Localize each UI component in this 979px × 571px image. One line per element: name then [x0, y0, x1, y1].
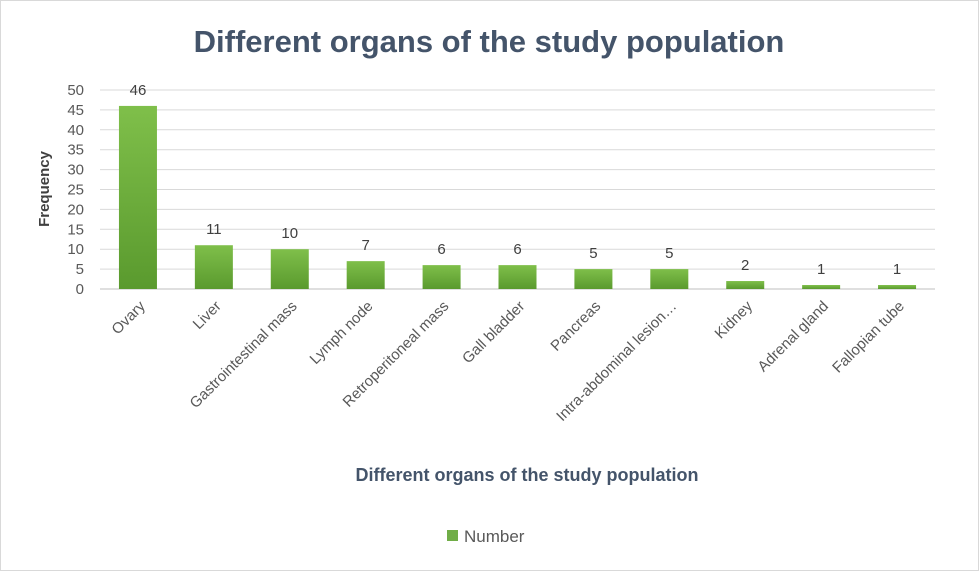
bar — [422, 265, 461, 289]
bar — [346, 261, 385, 289]
y-tick-label: 50 — [67, 82, 84, 99]
bar — [802, 285, 841, 289]
bar — [650, 269, 689, 289]
x-category-label: Adrenal gland — [754, 298, 831, 375]
y-tick-label: 40 — [67, 122, 84, 139]
chart-title: Different organs of the study population — [194, 24, 785, 59]
y-tick-label: 30 — [67, 162, 84, 179]
y-tick-label: 10 — [67, 241, 84, 258]
x-category-label: Fallopian tube — [829, 298, 908, 377]
y-tick-label: 20 — [67, 201, 84, 218]
x-axis-title: Different organs of the study population — [356, 465, 699, 485]
y-tick-label: 15 — [67, 221, 84, 238]
y-tick-label: 45 — [67, 102, 84, 119]
data-label: 5 — [665, 245, 673, 262]
x-category-label: Lymph node — [306, 298, 376, 368]
bar — [498, 265, 537, 289]
bar — [270, 249, 309, 289]
bar — [574, 269, 613, 289]
data-label: 10 — [281, 225, 298, 242]
x-category-label: Liver — [190, 298, 225, 333]
y-tick-label: 35 — [67, 142, 84, 159]
x-category-label: Gall bladder — [459, 298, 528, 367]
y-tick-label: 5 — [76, 261, 84, 278]
data-label: 11 — [206, 221, 222, 238]
gridlines — [100, 89, 935, 290]
data-label: 7 — [362, 237, 370, 254]
bar — [194, 245, 233, 289]
y-tick-label: 25 — [67, 182, 84, 199]
data-label: 46 — [130, 82, 147, 99]
legend-swatch — [447, 530, 458, 541]
data-label: 2 — [741, 257, 749, 274]
data-label: 1 — [893, 261, 901, 278]
y-tick-label: 0 — [76, 281, 84, 298]
y-axis-ticks: 0 5 10 15 20 25 30 35 40 45 50 — [67, 82, 84, 298]
data-label: 6 — [513, 241, 521, 258]
data-label: 1 — [817, 261, 825, 278]
legend: Number — [447, 527, 525, 546]
bar — [878, 285, 917, 289]
x-category-label: Kidney — [712, 297, 757, 342]
y-axis-title: Frequency — [36, 150, 53, 227]
data-label: 6 — [437, 241, 445, 258]
bar — [118, 105, 157, 289]
x-category-label: Ovary — [108, 297, 149, 338]
legend-label: Number — [464, 527, 525, 546]
bars — [118, 105, 917, 289]
x-category-label: Pancreas — [547, 298, 604, 355]
bar — [726, 281, 765, 289]
data-label: 5 — [589, 245, 597, 262]
